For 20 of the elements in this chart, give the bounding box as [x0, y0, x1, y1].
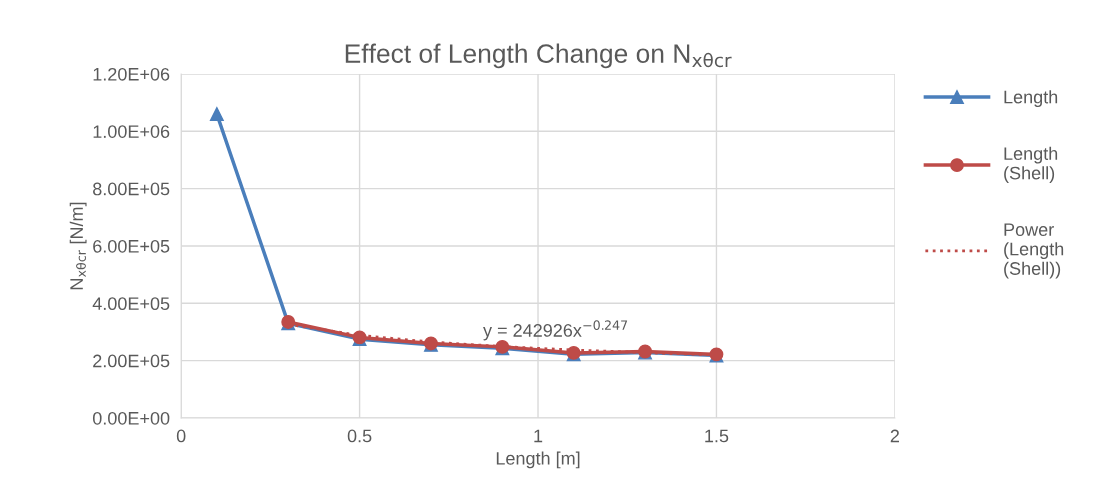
y-tick-label: 2.00E+05: [93, 354, 170, 368]
legend-label: Power (Length (Shell)): [1004, 223, 1064, 279]
x-axis-title: Length [m]: [496, 451, 580, 469]
y-tick-label: 0.00E+00: [92, 411, 170, 425]
x-tick-label: 0.5: [347, 429, 372, 443]
x-tick-label: 2: [890, 429, 899, 443]
x-tick-label: 1.5: [705, 429, 729, 443]
y-tick-label: 6.00E+05: [93, 239, 170, 253]
annotation: y = 242926x$^{−0.247}$: [483, 320, 628, 341]
legend-label: Length: [1004, 90, 1058, 108]
y-tick-label: 4.00E+05: [92, 297, 170, 311]
point: [209, 107, 224, 122]
y-axis-title: N$_{xθcr}$ [N/m]: [69, 202, 87, 290]
y-tick-label: 1.00E+06: [93, 125, 170, 138]
chart-title: Effect of Length Change on N$_{xθcr}$: [345, 43, 732, 69]
y-tick-label: 1.20E+06: [93, 67, 170, 81]
x-tick-label: 1: [534, 429, 543, 443]
x-tick-label: 0: [176, 429, 186, 443]
y-tick-label: 8.00E+05: [93, 182, 170, 196]
legend-label: Length (Shell): [1004, 146, 1058, 184]
